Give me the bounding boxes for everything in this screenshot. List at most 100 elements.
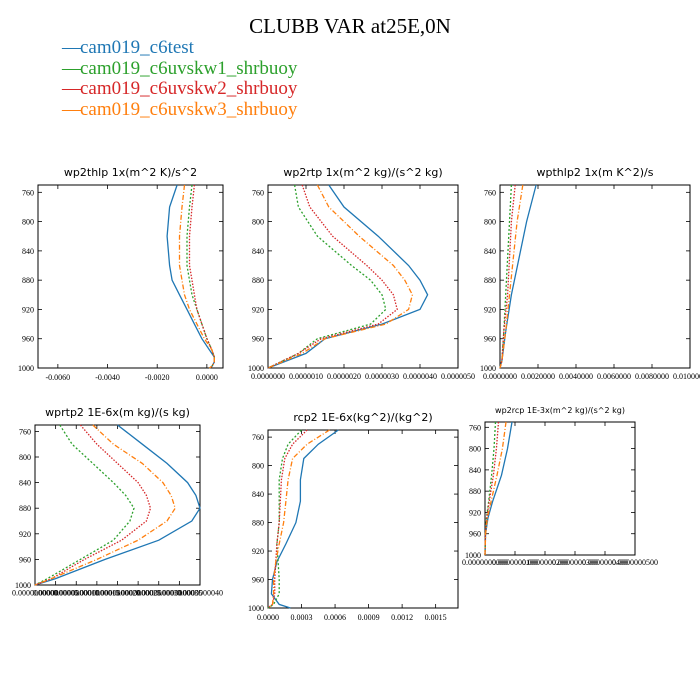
plot-frame (267, 429, 459, 609)
x-tick-label: 0.0000030 (365, 372, 399, 381)
x-tick-label: 0.0000000005 (33, 589, 79, 598)
x-tick-label: 0.0009 (358, 613, 380, 622)
y-tick-label: 840 (19, 479, 31, 488)
y-tick-label: 1000 (248, 364, 264, 373)
panel-wp2rcp: wp2rcp 1E-3x(m^2 kg)/(s^2 kg) 760 800 840 88… (455, 400, 700, 570)
y-tick-label: 760 (22, 188, 34, 197)
x-tick-label: 0.0000040 (403, 372, 437, 381)
y-tick-label: 960 (19, 555, 31, 564)
legend-line-icon: — (62, 57, 81, 79)
x-tick-label: 0.0000000010 (53, 589, 99, 598)
x-tick-label: 0.0000000000 (12, 589, 58, 598)
x-tick-label: 0.0000000000 (462, 558, 508, 567)
y-tick-label: 800 (19, 453, 31, 462)
y-tick-label: 800 (484, 218, 496, 227)
plot-frame (267, 184, 459, 369)
y-tick-label: 800 (22, 218, 34, 227)
series-line-cam019_c6uvskw3_shrbuoy (499, 184, 524, 369)
y-tick-label: 960 (484, 335, 496, 344)
x-tick-label: 0.0000 (196, 373, 218, 382)
y-tick-label: 1000 (465, 551, 481, 560)
x-tick-label: 0.0012 (391, 613, 413, 622)
plot-frame (37, 184, 224, 369)
x-tick-label: 0.0000000200 (522, 558, 568, 567)
panel-title: wp2rcp 1E-3x(m^2 kg)/(s^2 kg) (495, 406, 625, 415)
y-tick-label: 840 (252, 247, 264, 256)
panel-wp2rtp: wp2rtp 1x(m^2 kg)/(s^2 kg) 760 800 840 880 92… (230, 155, 475, 385)
y-tick-label: 880 (252, 519, 264, 528)
x-tick-label: 0.0040000 (559, 372, 593, 381)
legend-item: —cam019_c6uvskw1_shrbuoy (62, 57, 298, 80)
plot-frame (484, 421, 636, 556)
y-tick-label: 880 (252, 276, 264, 285)
y-tick-label: 800 (469, 445, 481, 454)
y-tick-label: 1000 (248, 604, 264, 613)
x-tick-label: 0.0000000 (483, 372, 517, 381)
x-tick-label: 0.0015 (425, 613, 447, 622)
panel-title: wpthlp2 1x(m K^2)/s (537, 166, 654, 179)
legend-item: —cam019_c6test (62, 37, 297, 59)
series-line-cam019_c6uvskw1_shrbuoy (499, 184, 513, 369)
y-tick-label: 760 (252, 188, 264, 197)
x-tick-label: 0.0000000025 (115, 589, 161, 598)
y-tick-label: 920 (484, 305, 496, 314)
x-tick-label: 0.0000000030 (136, 589, 182, 598)
series-line-cam019_c6uvskw2_shrbuoy (499, 184, 516, 369)
plot-frame (499, 184, 691, 369)
x-tick-label: 0.0003 (291, 613, 313, 622)
y-tick-label: 1000 (15, 581, 31, 590)
legend-item: —cam019_c6uvskw3_shrbuoy (62, 99, 297, 121)
legend-item: —cam019_c6uvskw2_shrbuoy (62, 78, 297, 100)
series-line-cam019_c6uvskw3_shrbuoy (267, 184, 414, 369)
y-tick-label: 880 (469, 487, 481, 496)
panel-rcp2: rcp2 1E-6x(kg^2)/(kg^2) 760 800 840 880 920 96… (230, 400, 470, 630)
y-tick-label: 880 (19, 504, 31, 513)
x-tick-label: -0.0060 (46, 373, 71, 382)
legend-line-icon: — (62, 78, 81, 99)
x-tick-label: 0.0000000 (251, 372, 285, 381)
x-tick-label: 0.0000000015 (74, 589, 120, 598)
y-tick-label: 1000 (18, 364, 34, 373)
y-tick-label: 920 (252, 547, 264, 556)
y-tick-label: 800 (252, 218, 264, 227)
x-tick-label: 0.0080000 (635, 372, 669, 381)
y-tick-label: 880 (22, 276, 34, 285)
panel-wprtp2: wprtp2 1E-6x(m kg)/(s kg) 760 800 840 880 920… (0, 400, 230, 600)
y-tick-label: 760 (469, 423, 481, 432)
x-tick-label: 0.0000000100 (492, 558, 538, 567)
series-line-cam019_c6uvskw3_shrbuoy (267, 429, 330, 609)
chart-svg: wp2thlp 1x(m^2 K)/s^2 760 800 840 880 920 960 1… (18, 166, 224, 382)
y-tick-label: 800 (252, 462, 264, 471)
panel-wp2thlp: wp2thlp 1x(m^2 K)/s^2 760 800 840 880 920 960 1… (0, 155, 230, 385)
series-line-cam019_c6test (267, 184, 429, 369)
x-tick-label: 0.0000000035 (156, 589, 202, 598)
series-line-cam019_c6test (34, 424, 201, 586)
plot-frame (34, 424, 201, 586)
y-tick-label: 920 (469, 508, 481, 517)
series-line-cam019_c6uvskw2_shrbuoy (34, 424, 152, 586)
y-tick-label: 1000 (480, 364, 496, 373)
series-line-cam019_c6test (484, 421, 513, 556)
y-tick-label: 760 (484, 188, 496, 197)
y-tick-label: 840 (469, 466, 481, 475)
y-tick-label: 840 (252, 490, 264, 499)
y-tick-label: 920 (19, 530, 31, 539)
series-line-cam019_c6test (270, 429, 339, 609)
y-tick-label: 920 (22, 305, 34, 314)
series-line-cam019_c6uvskw1_shrbuoy (34, 424, 135, 586)
y-tick-label: 960 (252, 335, 264, 344)
figure-title: CLUBB VAR at25E,0N (249, 14, 451, 38)
x-tick-label: -0.0020 (145, 373, 170, 382)
chart-svg: wprtp2 1E-6x(m kg)/(s kg) 760 800 840 880 920… (12, 406, 223, 598)
x-tick-label: 0.0020000 (521, 372, 555, 381)
y-tick-label: 960 (469, 530, 481, 539)
x-tick-label: 0.0006 (324, 613, 346, 622)
y-tick-label: 840 (22, 247, 34, 256)
series-line-cam019_c6test (499, 184, 537, 369)
x-tick-label: 0.0000020 (327, 372, 361, 381)
chart-svg: wpthlp2 1x(m K^2)/s 760 800 840 880 920 960 100… (480, 166, 700, 381)
legend-label: cam019_c6uvskw1_shrbuoy (80, 57, 298, 79)
panel-title: rcp2 1E-6x(kg^2)/(kg^2) (293, 411, 432, 424)
series-line-cam019_c6uvskw3_shrbuoy (34, 424, 176, 586)
series-line-cam019_c6test (166, 184, 215, 369)
